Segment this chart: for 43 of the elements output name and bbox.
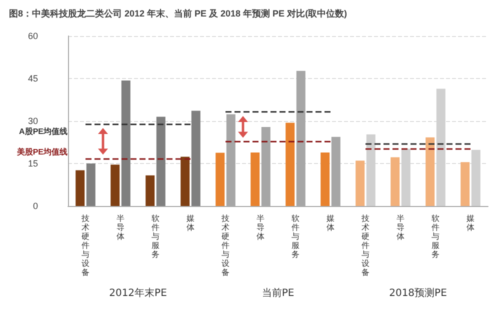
- bar: [110, 164, 120, 206]
- bar: [191, 110, 200, 206]
- text: 2018预测PE: [389, 286, 447, 300]
- x-tick-label: 半导体: [116, 214, 124, 241]
- x-tick-label: 技术硬件与设备: [360, 214, 370, 277]
- bar: [390, 157, 400, 206]
- bar: [356, 160, 365, 206]
- x-tick-label: 半导体: [256, 214, 264, 241]
- bar: [401, 148, 410, 206]
- bar: [460, 162, 470, 206]
- bar: [366, 134, 376, 206]
- bar: [156, 116, 166, 206]
- x-tick-label: 软件与服务: [152, 214, 160, 259]
- bar: [286, 122, 295, 206]
- text: 当前PE: [262, 286, 294, 300]
- chart-title: 图8：中美科技股龙二类公司 2012 年末、当前 PE 及 2018 年预测 PE 对比(取中位数): [9, 8, 348, 18]
- x-tick-label: 技术硬件与设备: [80, 214, 90, 277]
- y-tick-label: 15: [28, 158, 38, 168]
- bar: [216, 152, 225, 206]
- y-tick-label: 60: [28, 31, 38, 41]
- x-tick-label: 软件与服务: [292, 214, 300, 259]
- x-tick-label: 媒体: [326, 214, 334, 232]
- x-tick-label: 半导体: [396, 214, 404, 241]
- bar: [86, 164, 96, 206]
- y-tick-label: 45: [28, 74, 38, 84]
- bar: [250, 152, 260, 206]
- y-tick-label: 30: [28, 116, 38, 126]
- x-tick-label: 媒体: [466, 214, 474, 232]
- text: 2012年末PE: [109, 286, 167, 300]
- bar: [146, 175, 155, 206]
- bar: [76, 170, 85, 206]
- bar: [426, 137, 435, 206]
- bar: [180, 156, 190, 206]
- text: 美股PE均值线: [16, 146, 68, 156]
- bar: [320, 152, 330, 206]
- text: A股PE均值线: [19, 126, 68, 136]
- y-tick-label: 0: [32, 201, 38, 211]
- x-tick-label: 技术硬件与设备: [220, 214, 230, 277]
- bar: [471, 150, 480, 206]
- bar: [436, 88, 446, 206]
- x-tick-label: 软件与服务: [432, 214, 440, 259]
- bar: [121, 80, 130, 206]
- x-tick-label: 媒体: [186, 214, 194, 232]
